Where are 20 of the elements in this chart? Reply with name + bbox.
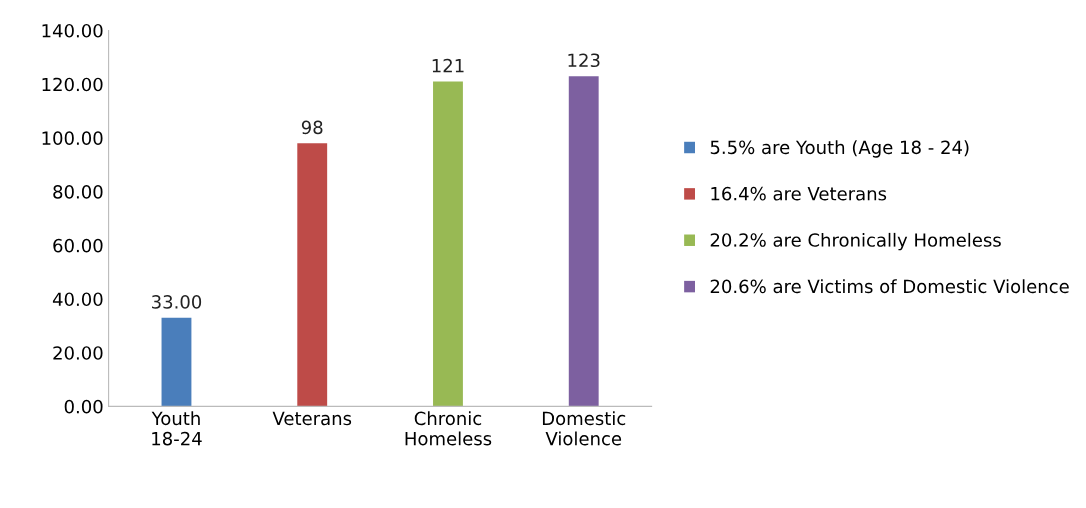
x-tick-label: Chronic Homeless (405, 411, 492, 446)
x-tick-label: Domestic Violence (542, 411, 626, 446)
x-tick-label: Veterans (272, 411, 352, 426)
y-tick-label: 20.00 (53, 346, 103, 360)
y-tick-label: 60.00 (53, 238, 103, 253)
legend-label: 5.5% are Youth (Age 18 - 24) (710, 140, 969, 158)
data-label: 98 (301, 120, 323, 135)
y-tick-label: 80.00 (53, 185, 103, 199)
legend-label: 20.6% are Victims of Domestic Violence (710, 279, 1069, 294)
data-label: 121 (432, 58, 464, 73)
y-tick-label: 40.00 (52, 292, 103, 307)
y-tick-label: 0.00 (64, 399, 103, 414)
legend-label: 16.4% are Veterans (711, 186, 887, 201)
y-tick-label: 100.00 (42, 131, 103, 145)
legend-label: 20.2% are Chronically Homeless (710, 232, 1001, 251)
y-tick-label: 140.00 (42, 23, 103, 38)
y-tick-label: 120.00 (42, 77, 103, 92)
x-tick-label: Youth 18-24 (151, 411, 202, 446)
data-label: 33.00 (152, 295, 202, 309)
data-label: 123 (568, 53, 600, 68)
